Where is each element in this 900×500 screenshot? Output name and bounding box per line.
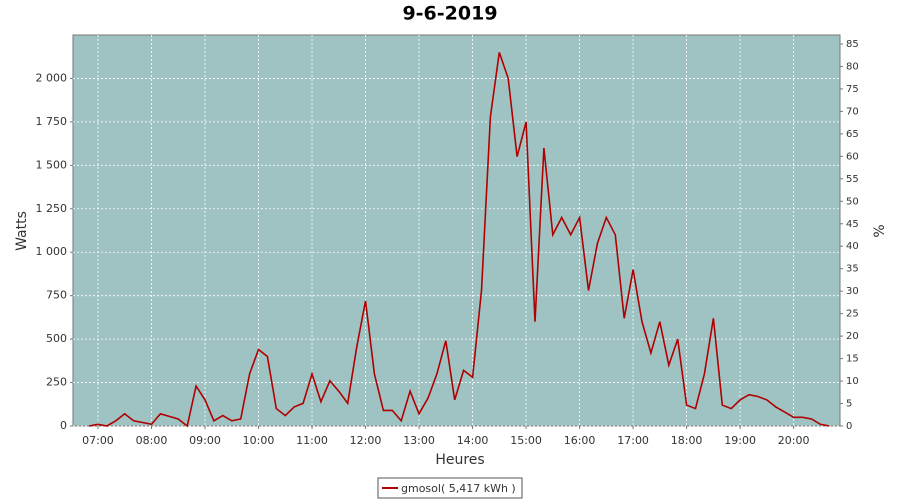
y2-tick-label: 5 <box>846 399 852 410</box>
y2-tick-label: 45 <box>846 219 859 230</box>
x-tick-label: 12:00 <box>350 434 382 447</box>
x-tick-label: 18:00 <box>671 434 703 447</box>
y2-tick-label: 70 <box>846 106 859 117</box>
x-tick-label: 19:00 <box>724 434 756 447</box>
x-axis-label: Heures <box>435 452 484 468</box>
x-tick-label: 13:00 <box>403 434 435 447</box>
x-tick-label: 08:00 <box>136 434 168 447</box>
x-tick-label: 15:00 <box>510 434 542 447</box>
data-line <box>88 52 830 428</box>
y-tick-label: 1 000 <box>36 245 68 258</box>
y2-tick-label: 40 <box>846 241 859 252</box>
y-tick-label: 0 <box>60 419 67 432</box>
y-tick-label: 1 750 <box>36 115 68 128</box>
x-tick-label: 09:00 <box>189 434 221 447</box>
y2-tick-label: 75 <box>846 84 859 95</box>
y2-tick-label: 65 <box>846 129 859 140</box>
y-axis-label: Watts <box>14 211 30 251</box>
y2-tick-label: 80 <box>846 61 859 72</box>
y2-axis-label: % <box>872 224 888 237</box>
y2-tick-label: 85 <box>846 39 859 50</box>
y2-tick-label: 55 <box>846 174 859 185</box>
y-tick-label: 500 <box>46 332 67 345</box>
legend-label: gmosol( 5,417 kWh ) <box>401 482 516 495</box>
x-tick-label: 17:00 <box>617 434 649 447</box>
y-tick-label: 250 <box>46 376 67 389</box>
y-tick-label: 1 250 <box>36 202 68 215</box>
y2-tick-label: 60 <box>846 151 859 162</box>
x-tick-label: 20:00 <box>778 434 810 447</box>
y2-tick-label: 25 <box>846 309 859 320</box>
y2-tick-label: 20 <box>846 331 859 342</box>
y2-tick-label: 50 <box>846 196 859 207</box>
x-tick-label: 07:00 <box>82 434 114 447</box>
x-tick-label: 10:00 <box>243 434 275 447</box>
y-tick-label: 2 000 <box>36 71 68 84</box>
y2-tick-label: 0 <box>846 421 852 432</box>
y2-tick-label: 35 <box>846 264 859 275</box>
x-tick-label: 16:00 <box>564 434 596 447</box>
legend-box <box>377 477 523 499</box>
y2-tick-label: 30 <box>846 286 859 297</box>
y-tick-label: 750 <box>46 289 67 302</box>
y2-tick-label: 15 <box>846 354 859 365</box>
chart-title: 9-6-2019 <box>402 3 497 25</box>
y2-tick-label: 10 <box>846 376 859 387</box>
x-tick-label: 11:00 <box>296 434 328 447</box>
plot-area <box>72 34 841 427</box>
x-tick-label: 14:00 <box>457 434 489 447</box>
y-tick-label: 1 500 <box>36 158 68 171</box>
